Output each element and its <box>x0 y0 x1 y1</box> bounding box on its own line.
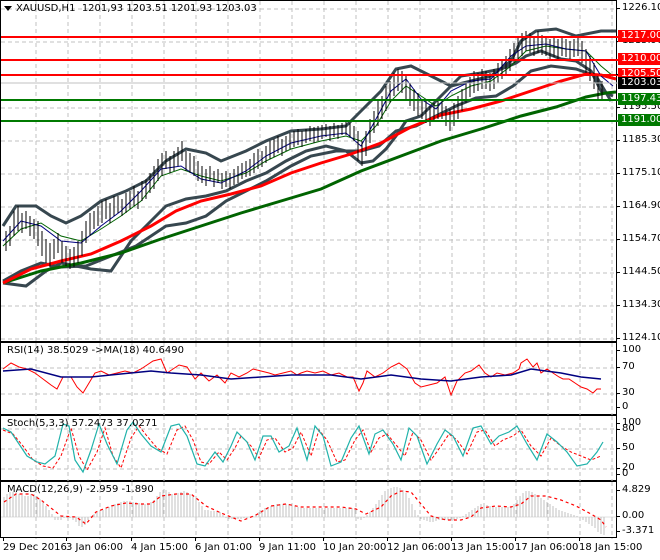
time-label: 29 Dec 2016 <box>3 537 67 553</box>
macd-title: MACD(12,26,9) -2.959 -1.890 <box>7 484 154 495</box>
support-label: 1197.43 <box>618 93 660 105</box>
price-axis[interactable]: 1226.10 1215.90 1205.70 1195.50 1185.30 … <box>615 0 660 344</box>
rsi-tick: 0 <box>615 401 628 413</box>
triangle-down-icon[interactable] <box>4 5 12 11</box>
stoch-panel[interactable]: Stoch(5,3,3) 57.2473 37.0271 <box>0 415 618 482</box>
time-label: 13 Jan 15:00 <box>451 537 515 553</box>
grid <box>1 1 618 343</box>
macd-tick: -3.371 <box>615 525 654 537</box>
chart-title: XAUUSD,H1 1201,93 1203.51 1201.93 1203.0… <box>4 3 257 15</box>
level-lines <box>1 36 618 122</box>
symbol-label: XAUUSD,H1 <box>16 3 76 14</box>
resistance-label: 1210.00 <box>618 53 660 65</box>
ma-green-fast <box>2 45 614 247</box>
main-chart-panel[interactable]: XAUUSD,H1 1201,93 1203.51 1201.93 1203.0… <box>0 0 618 343</box>
resistance-label: 1217.00 <box>618 30 660 42</box>
rsi-axis: 100 70 30 0 <box>615 342 660 415</box>
stoch-tick: 100 <box>615 417 641 429</box>
stoch-axis: 100 80 50 20 0 <box>615 415 660 481</box>
stoch-title: Stoch(5,3,3) 57.2473 37.0271 <box>7 418 158 429</box>
rsi-line <box>2 358 601 397</box>
price-tick: 1185.30 <box>615 134 660 146</box>
rsi-panel[interactable]: RSI(14) 38.5029 ->MA(18) 40.6490 <box>0 342 618 416</box>
current-price-label: 1203.03 <box>618 77 660 89</box>
ma-red-line <box>2 72 617 285</box>
time-label: 12 Jan 06:00 <box>387 537 451 553</box>
stoch-tick: 80 <box>616 423 635 435</box>
price-tick: 1175.10 <box>615 167 660 179</box>
price-tick: 1134.30 <box>615 299 660 311</box>
price-tick: 1195.50 <box>615 101 660 113</box>
time-axis[interactable]: 29 Dec 2016 3 Jan 06:00 4 Jan 15:00 6 Ja… <box>0 537 660 560</box>
macd-signal-line <box>3 490 607 528</box>
price-bars <box>5 31 603 269</box>
ohlc-values: 1201,93 1203.51 1201.93 1203.03 <box>81 3 257 14</box>
macd-canvas <box>1 482 618 539</box>
rsi-ma-line <box>2 368 602 382</box>
stoch-canvas <box>1 416 618 482</box>
time-label: 3 Jan 06:00 <box>66 537 123 553</box>
stoch-tick: 20 <box>616 462 635 474</box>
time-label: 4 Jan 15:00 <box>131 537 188 553</box>
macd-histogram <box>3 487 605 535</box>
rsi-tick: 70 <box>616 361 635 373</box>
ma-green-line <box>2 90 617 285</box>
rsi-tick: 30 <box>616 387 635 399</box>
price-tick: 1144.50 <box>615 266 660 278</box>
stoch-tick: 0 <box>615 468 628 480</box>
price-tick: 1164.90 <box>615 200 660 212</box>
time-label: 10 Jan 20:00 <box>323 537 387 553</box>
price-tick: 1226.10 <box>615 2 660 14</box>
stoch-main-line <box>2 420 604 474</box>
macd-axis: 4.829 0.00 -3.371 <box>615 481 660 538</box>
stoch-tick: 50 <box>616 442 635 454</box>
price-tick: 1124.10 <box>615 332 660 344</box>
time-label: 6 Jan 01:00 <box>195 537 252 553</box>
rsi-canvas <box>1 343 618 416</box>
rsi-title: RSI(14) 38.5029 ->MA(18) 40.6490 <box>7 345 184 356</box>
time-label: 18 Jan 15:00 <box>579 537 643 553</box>
bollinger-bands <box>1 27 616 288</box>
time-label: 9 Jan 11:00 <box>259 537 316 553</box>
macd-tick: 4.829 <box>616 484 651 496</box>
rsi-tick: 100 <box>615 344 641 356</box>
macd-tick: 0.00 <box>615 510 644 522</box>
macd-panel[interactable]: MACD(12,26,9) -2.959 -1.890 <box>0 481 618 539</box>
price-tick: 1154.70 <box>615 233 660 245</box>
stoch-signal-line <box>2 425 602 472</box>
time-label: 17 Jan 06:00 <box>515 537 579 553</box>
price-chart-canvas <box>1 1 618 343</box>
support-label: 1191.00 <box>618 114 660 126</box>
